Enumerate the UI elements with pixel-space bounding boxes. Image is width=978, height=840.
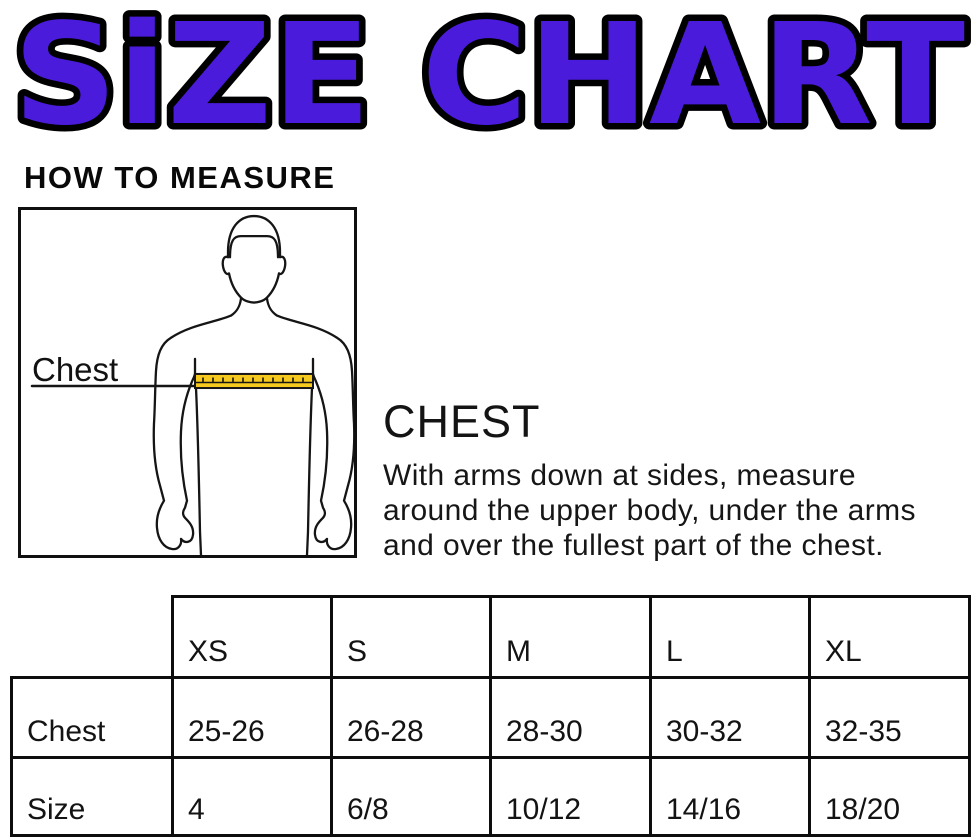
tape-measure <box>194 372 314 390</box>
col-header-xs: XS <box>171 595 333 679</box>
title-banner: SiZE CHART <box>7 2 972 154</box>
blank-corner-cell <box>11 596 174 679</box>
chest-value-xl: 32-35 <box>808 676 971 759</box>
how-to-measure-heading: HOW TO MEASURE <box>24 160 336 195</box>
row-label-size: Size <box>10 756 174 837</box>
col-header-xl: XL <box>808 595 971 679</box>
instruction-line: and over the fullest part of the chest. <box>383 529 884 562</box>
row-label-chest: Chest <box>10 676 174 759</box>
size-value-s: 6/8 <box>330 756 492 837</box>
body-outline-right <box>265 297 354 551</box>
torso-figure-svg: Chest <box>30 214 354 555</box>
size-value-xs: 4 <box>171 756 333 837</box>
col-header-l: L <box>649 595 811 679</box>
head-outline <box>221 214 287 304</box>
chest-value-xs: 25-26 <box>171 676 333 759</box>
measure-section-heading: CHEST <box>383 396 541 447</box>
hairline <box>228 234 280 259</box>
size-table-header-row: XS S M L XL <box>11 595 971 679</box>
tape-ticks <box>202 377 304 383</box>
col-header-s: S <box>330 595 492 679</box>
measurement-figure-box: Chest <box>18 207 357 558</box>
measure-instructions: With arms down at sides, measure around … <box>383 458 916 563</box>
size-value-l: 14/16 <box>649 756 811 837</box>
chest-value-m: 28-30 <box>489 676 652 759</box>
armpit-lines <box>193 357 315 376</box>
size-value-xl: 18/20 <box>808 756 971 837</box>
size-table: XS S M L XL Chest 25-26 26-28 28-30 30-3… <box>10 595 971 837</box>
col-header-m: M <box>489 595 652 679</box>
torso-sides <box>194 386 314 555</box>
table-row-chest: Chest 25-26 26-28 28-30 30-32 32-35 <box>10 676 971 759</box>
table-row-size: Size 4 6/8 10/12 14/16 18/20 <box>10 756 971 837</box>
chest-value-s: 26-28 <box>330 676 492 759</box>
chest-value-l: 30-32 <box>649 676 811 759</box>
instruction-line: With arms down at sides, measure <box>383 459 856 492</box>
size-value-m: 10/12 <box>489 756 652 837</box>
instruction-line: around the upper body, under the arms <box>383 494 916 527</box>
body-outline-left <box>152 297 243 551</box>
title-text: SiZE CHART <box>13 2 965 154</box>
chest-pointer-label: Chest <box>32 352 118 389</box>
